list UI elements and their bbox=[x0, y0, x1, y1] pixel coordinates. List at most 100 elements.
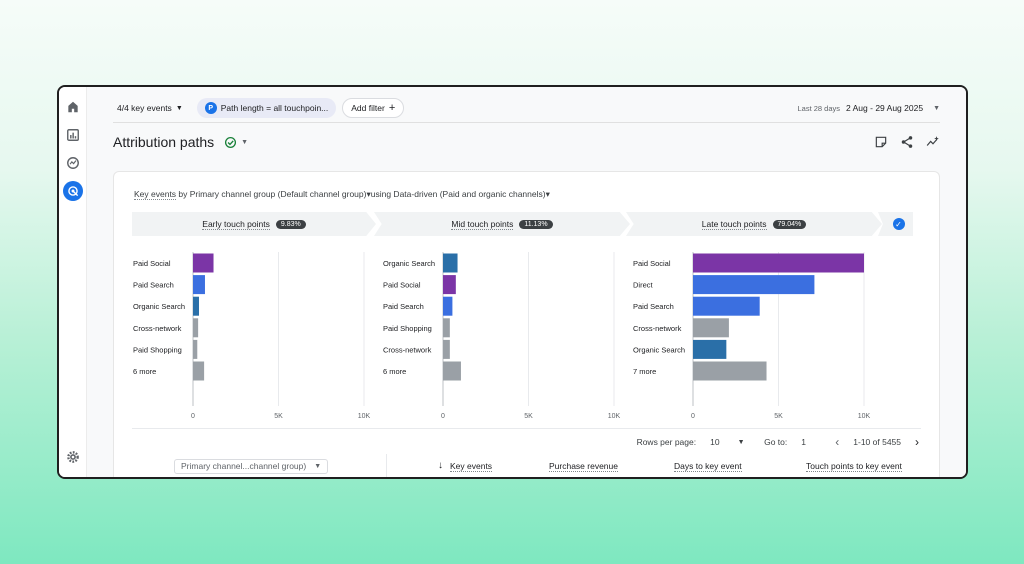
title-actions bbox=[874, 135, 940, 149]
bar bbox=[193, 318, 199, 338]
plus-icon: + bbox=[388, 102, 396, 114]
filter-bar: 4/4 key events ▼ P Path length = all tou… bbox=[113, 97, 940, 119]
share-icon[interactable] bbox=[900, 135, 914, 149]
column-header-purchase-revenue[interactable]: Purchase revenue bbox=[549, 461, 618, 472]
axis-tick-label: 0 bbox=[441, 413, 445, 420]
category-label: Paid Search bbox=[383, 302, 424, 311]
rows-per-page-label: Rows per page: bbox=[636, 437, 697, 447]
caret-down-icon: ▼ bbox=[175, 104, 183, 112]
bar bbox=[693, 275, 815, 295]
touchpoint-stages: Early touch points 9.83% Mid touch point… bbox=[132, 212, 913, 236]
axis-tick-label: 0 bbox=[691, 413, 695, 420]
settings-gear-icon[interactable] bbox=[63, 447, 83, 467]
rows-per-page-select[interactable]: 10 ▼ bbox=[710, 437, 750, 447]
chevron-left-icon[interactable]: ‹ bbox=[835, 435, 840, 449]
main-content: 4/4 key events ▼ P Path length = all tou… bbox=[87, 87, 966, 477]
category-label: Cross-network bbox=[133, 324, 182, 333]
app-window: › 4/4 key events ▼ P Path length = all t… bbox=[57, 85, 968, 479]
pagination: Rows per page: 10 ▼ Go to: 1 ‹ 1-10 of 5… bbox=[637, 435, 919, 449]
category-label: Paid Search bbox=[633, 302, 674, 311]
add-filter-button[interactable]: Add filter + bbox=[342, 98, 405, 118]
stage-percent-badge: 79.04% bbox=[772, 219, 807, 229]
insights-sparkle-icon[interactable] bbox=[926, 135, 940, 149]
chart-footer-divider bbox=[132, 428, 921, 429]
category-label: Paid Social bbox=[633, 259, 671, 268]
bar bbox=[193, 253, 214, 273]
bar bbox=[693, 296, 760, 316]
date-range: 2 Aug - 29 Aug 2025 bbox=[846, 103, 924, 113]
axis-tick-label: 10K bbox=[608, 413, 621, 420]
bar bbox=[693, 318, 729, 338]
axis-tick-label: 10K bbox=[358, 413, 371, 420]
checkmark-icon: ✓ bbox=[892, 218, 905, 230]
category-label: Paid Shopping bbox=[383, 324, 432, 333]
path-length-filter-chip[interactable]: P Path length = all touchpoin... bbox=[196, 98, 337, 118]
date-prefix: Last 28 days bbox=[797, 103, 841, 113]
title-row: Attribution paths ▼ bbox=[113, 131, 940, 153]
column-header-days-to-key-event[interactable]: Days to key event bbox=[674, 461, 742, 472]
category-label: Paid Social bbox=[383, 281, 421, 290]
attribution-card: Key events by Primary channel group (Def… bbox=[113, 171, 940, 477]
nav-rail bbox=[59, 87, 87, 477]
stage-early[interactable]: Early touch points 9.83% bbox=[132, 212, 376, 236]
category-label: Direct bbox=[633, 281, 654, 290]
date-range-picker[interactable]: Last 28 days 2 Aug - 29 Aug 2025 ▼ bbox=[797, 103, 940, 113]
page-range: 1-10 of 5455 bbox=[853, 437, 901, 447]
table-header: Primary channel...channel group) ▼ ↓ Key… bbox=[132, 454, 921, 477]
column-header-touch-points[interactable]: Touch points to key event bbox=[806, 461, 902, 472]
stage-mid[interactable]: Mid touch points 11.13% bbox=[374, 212, 630, 236]
category-label: Cross-network bbox=[383, 345, 432, 354]
path-filter-label: Path length = all touchpoin... bbox=[220, 103, 329, 113]
category-label: Organic Search bbox=[383, 259, 435, 268]
category-label: 7 more bbox=[633, 367, 656, 376]
stage-label: Late touch points bbox=[701, 218, 767, 230]
stage-percent-badge: 9.83% bbox=[275, 219, 306, 229]
column-header-key-events[interactable]: Key events bbox=[450, 461, 493, 472]
home-icon[interactable] bbox=[63, 97, 83, 117]
bar bbox=[443, 361, 461, 381]
category-label: 6 more bbox=[133, 367, 156, 376]
axis-tick-label: 5K bbox=[274, 413, 283, 420]
caret-down-icon: ▼ bbox=[314, 462, 322, 470]
bar bbox=[443, 296, 453, 316]
add-filter-label: Add filter bbox=[351, 103, 385, 113]
category-label: Paid Shopping bbox=[133, 345, 182, 354]
category-label: Organic Search bbox=[133, 302, 185, 311]
bar bbox=[443, 253, 458, 273]
category-label: Paid Search bbox=[133, 281, 174, 290]
reports-icon[interactable] bbox=[63, 125, 83, 145]
bar bbox=[693, 253, 864, 273]
category-label: Organic Search bbox=[633, 345, 685, 354]
dimension-selector[interactable]: by Primary channel group (Default channe… bbox=[176, 189, 367, 199]
touchpoint-bar-charts: 0 5K 10K Paid Social Paid Search Organic Sear… bbox=[133, 252, 871, 420]
insight-note-icon[interactable] bbox=[874, 135, 888, 149]
axis-tick-label: 5K bbox=[774, 413, 783, 420]
stage-conversion[interactable]: ✓ bbox=[878, 212, 913, 236]
advertising-icon[interactable] bbox=[63, 181, 83, 201]
bar bbox=[443, 318, 450, 338]
path-badge: P bbox=[204, 102, 217, 114]
explore-icon[interactable] bbox=[63, 153, 83, 173]
bar bbox=[193, 361, 205, 381]
metric-selector[interactable]: Key events bbox=[134, 189, 177, 200]
dimension-label: Primary channel...channel group) bbox=[181, 461, 307, 471]
chevron-right-icon[interactable]: › bbox=[915, 435, 919, 449]
stage-late[interactable]: Late touch points 79.04% bbox=[626, 212, 882, 236]
sort-arrow-down-icon[interactable]: ↓ bbox=[438, 460, 443, 471]
key-events-dropdown[interactable]: 4/4 key events ▼ bbox=[113, 98, 191, 118]
axis-tick-label: 10K bbox=[858, 413, 871, 420]
status-check-dropdown[interactable]: ▼ bbox=[224, 136, 248, 149]
dimension-column-select[interactable]: Primary channel...channel group) ▼ bbox=[174, 458, 329, 474]
stage-label: Mid touch points bbox=[451, 218, 514, 230]
rows-per-page-value: 10 bbox=[710, 437, 720, 447]
category-label: Paid Social bbox=[133, 259, 171, 268]
toolbar-divider bbox=[113, 122, 940, 123]
bar bbox=[693, 339, 727, 359]
column-divider bbox=[386, 454, 387, 477]
model-selector[interactable]: ▾using Data-driven (Paid and organic cha… bbox=[366, 189, 550, 199]
axis-tick-label: 0 bbox=[191, 413, 195, 420]
category-label: 6 more bbox=[383, 367, 406, 376]
caret-down-icon: ▼ bbox=[241, 138, 249, 146]
stage-label: Early touch points bbox=[202, 218, 270, 230]
goto-input[interactable]: 1 bbox=[801, 437, 806, 447]
